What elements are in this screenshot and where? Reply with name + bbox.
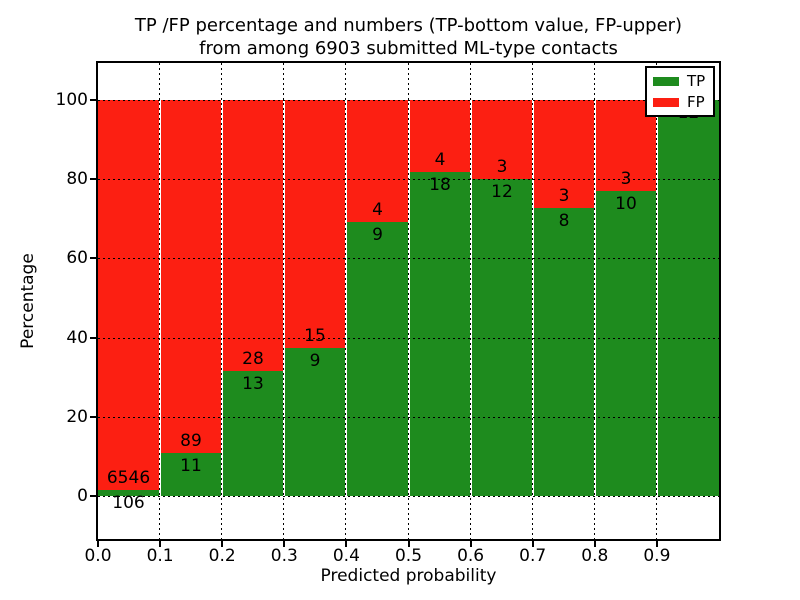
horizontal-gridline: [98, 100, 719, 101]
x-tick-label: 0.8: [581, 546, 609, 566]
legend-item: FP: [653, 94, 707, 110]
bar-tp-segment: [98, 490, 159, 497]
bar-tp-segment: [223, 370, 283, 497]
bar-fp-segment: [534, 99, 594, 208]
horizontal-gridline: [98, 496, 719, 497]
x-tick-mark: [159, 541, 162, 547]
bar-tp-segment: [534, 207, 594, 497]
tp-swatch-icon: [653, 76, 679, 86]
tp-count-label: 10: [615, 194, 637, 215]
y-tick-mark: [90, 98, 96, 101]
x-tick-mark: [407, 541, 410, 547]
bar-tp-segment: [347, 221, 408, 497]
fp-count-label: 3: [558, 185, 570, 206]
bar-fp-segment: [472, 99, 532, 180]
x-tick-mark: [283, 541, 286, 547]
horizontal-gridline: [98, 179, 719, 180]
y-tick-mark: [90, 416, 96, 419]
y-tick-mark: [90, 336, 96, 339]
chart-title-line1: TP /FP percentage and numbers (TP-bottom…: [134, 15, 683, 36]
vertical-gridline: [221, 63, 222, 539]
bar-fp-segment: [347, 99, 408, 222]
x-tick-label: 0.9: [643, 546, 671, 566]
chart-title-line2: from among 6903 submitted ML-type contac…: [199, 38, 618, 59]
legend: TP FP: [645, 66, 715, 117]
x-tick-label: 0.0: [84, 546, 112, 566]
y-tick-label: 20: [66, 407, 88, 428]
bar-fp-segment: [161, 99, 221, 453]
y-axis-label: Percentage: [18, 253, 38, 349]
vertical-gridline: [470, 63, 471, 539]
y-tick-label: 0: [77, 486, 88, 507]
fp-count-label: 4: [372, 199, 383, 220]
bar-fp-segment: [285, 99, 345, 348]
y-tick-label: 40: [66, 327, 88, 348]
bar-tp-segment: [161, 452, 221, 497]
bar-tp-segment: [285, 347, 345, 497]
x-tick-mark: [469, 541, 472, 547]
horizontal-gridline: [98, 417, 719, 418]
x-tick-mark: [593, 541, 596, 547]
vertical-gridline: [345, 63, 346, 539]
y-tick-mark: [90, 257, 96, 260]
fp-count-label: 3: [496, 157, 508, 178]
bar-tp-segment: [472, 179, 532, 497]
x-tick-label: 0.5: [394, 546, 423, 566]
x-axis-label: Predicted probability: [320, 566, 497, 586]
vertical-gridline: [408, 63, 409, 539]
y-tick-label: 60: [66, 248, 88, 269]
x-tick-mark: [97, 541, 99, 547]
fp-swatch-icon: [653, 97, 679, 107]
y-tick-label: 80: [66, 169, 88, 190]
y-tick-label: 100: [55, 89, 88, 110]
fp-count-label: 15: [304, 325, 326, 346]
y-tick-mark: [90, 178, 96, 181]
legend-item-label: FP: [687, 93, 705, 111]
x-tick-label: 0.4: [332, 546, 360, 566]
legend-item-label: TP: [687, 72, 706, 90]
x-tick-label: 0.3: [270, 546, 298, 566]
bar-tp-segment: [410, 171, 470, 497]
tp-count-label: 106: [112, 493, 145, 514]
vertical-gridline: [656, 63, 657, 539]
x-tick-mark: [221, 541, 224, 547]
tp-count-label: 8: [558, 210, 570, 231]
y-tick-mark: [90, 495, 96, 498]
x-tick-mark: [345, 541, 348, 547]
vertical-gridline: [532, 63, 533, 539]
bar-tp-segment: [596, 191, 656, 497]
tp-count-label: 18: [429, 174, 451, 195]
bar-fp-segment: [223, 99, 283, 371]
x-tick-label: 0.1: [146, 546, 174, 566]
legend-item: TP: [653, 73, 707, 89]
horizontal-gridline: [98, 258, 719, 259]
plot-area: 654610689112813159494183123831012: [96, 61, 721, 541]
x-tick-label: 0.6: [457, 546, 485, 566]
bar-tp-segment: [658, 99, 719, 497]
vertical-gridline: [594, 63, 595, 539]
fp-count-label: 4: [434, 149, 446, 170]
bar-fp-segment: [98, 99, 159, 491]
vertical-gridline: [283, 63, 284, 539]
tp-count-label: 9: [372, 224, 383, 245]
chart-title: TP /FP percentage and numbers (TP-bottom…: [96, 14, 721, 60]
tp-count-label: 12: [491, 182, 513, 203]
tp-count-label: 11: [180, 455, 202, 476]
fp-count-label: 3: [620, 169, 632, 190]
bar-fp-segment: [410, 99, 470, 172]
x-tick-label: 0.2: [208, 546, 236, 566]
vertical-gridline: [159, 63, 160, 539]
tp-count-label: 9: [309, 350, 321, 371]
tp-count-label: 13: [242, 373, 264, 394]
fp-count-label: 6546: [106, 468, 151, 489]
x-tick-mark: [531, 541, 534, 547]
x-tick-label: 0.7: [519, 546, 547, 566]
x-tick-mark: [655, 541, 658, 547]
horizontal-gridline: [98, 338, 719, 339]
fp-count-label: 89: [180, 430, 202, 451]
fp-count-label: 28: [242, 348, 264, 369]
